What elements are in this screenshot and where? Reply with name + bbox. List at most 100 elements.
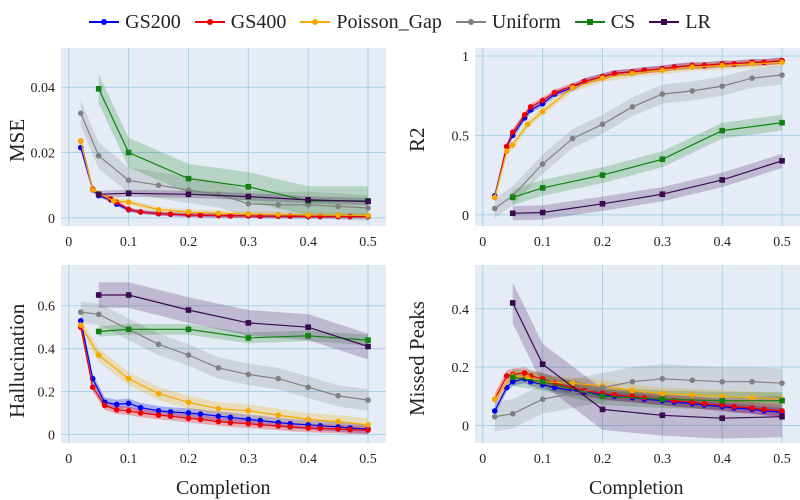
data-point [197,212,204,219]
series-line-cs [512,122,783,198]
series-line-lr [512,302,783,419]
legend-swatch [89,15,120,29]
data-point [503,143,510,150]
series-group [491,57,785,221]
data-point [125,199,132,205]
data-point [689,377,696,384]
data-point [125,292,132,298]
data-point [77,138,84,144]
data-point [659,191,666,198]
confidence-band-lr [512,153,782,221]
data-point [527,104,534,110]
data-point [719,402,725,408]
data-point [521,111,528,118]
x-tick-label: 0.1 [120,452,138,467]
legend-label: CS [610,10,636,33]
confidence-band-cs [98,74,368,216]
data-point [305,324,311,330]
data-point [539,108,546,115]
data-point [503,373,510,379]
legend-item-gs200: GS200 [89,11,181,34]
data-point [719,83,725,89]
data-point [305,425,311,431]
data-point [227,213,234,219]
data-point [569,390,576,397]
data-point [305,197,311,203]
x-tick-label: 0 [479,235,486,250]
data-point [77,317,84,324]
data-point [275,412,282,418]
data-point [749,61,755,67]
plot-missed_peaks: 0 0.1 0.2 0.3 0.4 0.5 0 0.2 0.4 [452,265,800,467]
legend-swatch [574,15,605,29]
data-point [701,62,708,69]
y-axis-label-hallucination: Hallucination [5,303,29,418]
plot-mse: 0 0.1 0.2 0.3 0.4 0.5 0 0.02 0.04 [31,48,386,250]
data-point [245,211,252,217]
confidence-band-cs [512,114,782,206]
data-point [731,61,737,67]
data-point [719,397,725,404]
data-point [599,172,606,178]
data-point [761,406,767,413]
data-point [305,416,311,423]
data-point [137,404,144,411]
y-tick-label: 1 [462,50,469,65]
data-point [185,410,192,416]
legend-item-lr: LR [649,11,711,34]
data-point [659,390,666,397]
data-point [335,393,341,399]
series-line-lr [512,160,783,214]
data-point [125,190,132,197]
data-point [215,365,222,371]
data-point [629,387,636,394]
data-point [779,72,785,78]
x-tick-label: 0.2 [594,235,612,250]
data-point [110,198,117,204]
data-point [689,392,696,398]
confidence-band-poisson_gap [494,58,782,202]
series-group [77,74,371,222]
data-point [731,403,737,410]
data-point [539,209,546,216]
data-point [671,397,678,404]
data-point [113,406,120,413]
x-tick-label: 0.4 [299,235,317,250]
series-line-lr [98,192,369,203]
data-point [509,411,516,417]
data-point [89,187,96,193]
data-point [137,410,144,416]
series-group [491,282,785,439]
series-group [77,282,371,435]
data-point [95,191,102,198]
data-point [509,210,516,217]
data-point [185,175,192,182]
data-point [95,86,102,92]
data-point [125,206,132,213]
data-point [347,213,353,220]
data-point [95,152,102,159]
series-line-cs [98,88,368,202]
data-point [185,352,192,358]
plot-background [475,48,800,226]
data-point [719,62,725,69]
data-point [245,371,252,378]
legend-item-cs: CS [574,10,636,34]
legend-item-gs400: GS400 [194,11,286,34]
y-tick-label: 0.2 [452,361,470,376]
data-point [365,198,371,205]
data-point [509,142,516,148]
data-point [599,393,606,400]
legend: GS200 GS400 Poisson_Gap Uniform CS LR [0,8,800,36]
data-point [524,121,531,128]
data-point [167,413,174,419]
data-point [749,75,755,81]
legend-label: Poisson_Gap [336,10,442,33]
legend-label: GS200 [125,10,181,33]
data-point [227,414,234,421]
plot-hallucination: 0 0.1 0.2 0.3 0.4 0.5 0 0.2 0.4 0.6 [38,265,386,467]
data-point [779,413,785,420]
data-point [215,418,222,425]
data-point [719,378,725,385]
